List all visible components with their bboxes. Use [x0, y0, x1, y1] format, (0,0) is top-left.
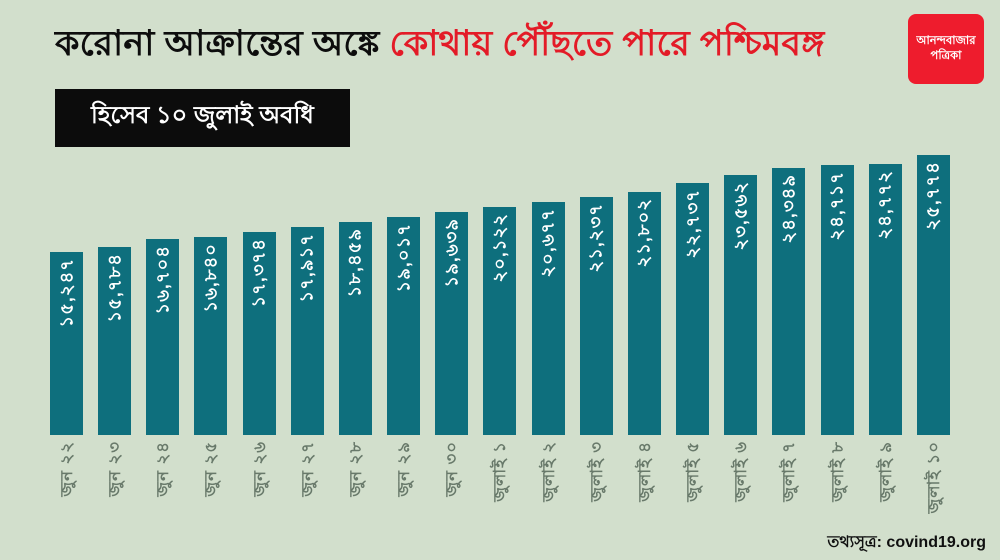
title-black-part: করোনা আক্রান্তের অঙ্কে — [55, 24, 390, 63]
x-axis-slot: জুলাই ৬ — [724, 441, 757, 502]
x-axis-slot: জুলাই ৮ — [821, 441, 854, 502]
bar: ২৪,৭১৭ — [820, 165, 854, 435]
bar-value-label: ২০,৬৭৭ — [537, 208, 558, 278]
bar: ১৫,৭৮৪ — [98, 247, 132, 435]
bar: ১৯,০১৭ — [387, 217, 421, 435]
x-axis-label: জুন ২৩ — [106, 441, 125, 497]
bar-value-label: ১৫,২৪৭ — [56, 258, 76, 328]
bar: ১৭,৯১৭ — [290, 227, 324, 435]
bar-value-label: ২১,২৩৭ — [585, 203, 606, 273]
bar: ১৯,৬৩৯ — [435, 212, 469, 435]
title-red-part: কোথায় পৌঁছতে পারে পশ্চিমবঙ্গ — [389, 24, 825, 63]
bar: ২১,৮০২ — [627, 192, 661, 435]
x-axis-slot: জুন ৩০ — [435, 441, 468, 497]
bar-value-label: ২৪,৩৪৯ — [778, 174, 799, 244]
bar-value-label: ২০,১২২ — [489, 213, 510, 283]
x-axis-slot: জুলাই ৯ — [869, 441, 902, 502]
x-axis-label: জুন ২৯ — [395, 441, 414, 497]
bar-value-label: ২২,৭৩৭ — [682, 189, 703, 259]
bar-value-label: ১৭,৯১৭ — [296, 233, 317, 303]
x-axis-slot: জুলাই ১ — [483, 441, 516, 502]
x-axis-label: জুলাই ২ — [539, 441, 558, 502]
x-axis-slot: জুলাই ৫ — [676, 441, 709, 502]
page-title: করোনা আক্রান্তের অঙ্কে কোথায় পৌঁছতে পার… — [0, 0, 1000, 75]
bar: ১৮,৪৫৯ — [338, 222, 372, 435]
bar-value-label: ১৯,৬৩৯ — [441, 218, 462, 288]
bar-chart: ১৫,২৪৭ ১৫,৭৮৪ ১৬,৭০৪ ১৬,৮৪০ ১৭,৩৭৪ ১৭,৯১৭ ১৮,৪… — [50, 152, 950, 435]
bar-value-label: ২৪,৭৭২ — [874, 170, 895, 240]
x-axis-label: জুলাই ৩ — [587, 441, 606, 502]
bar-value-label: ১৫,৭৮৪ — [104, 253, 125, 323]
x-axis-slot: জুলাই ৭ — [772, 441, 805, 502]
x-axis-slot: জুলাই ৪ — [628, 441, 661, 502]
bar: ২৪,৭৭২ — [868, 164, 902, 435]
x-axis-label: জুন ২৮ — [346, 441, 365, 497]
x-axis-slot: জুন ২২ — [50, 441, 83, 497]
x-axis-slot: জুন ২৬ — [243, 441, 276, 497]
bar: ২০,৬৭৭ — [531, 202, 565, 435]
source-text: তথ্যসূত্র: covind19.org — [827, 534, 986, 551]
x-axis-label: জুলাই ৮ — [828, 441, 847, 502]
bar-value-label: ১৭,৩৭৪ — [248, 238, 269, 308]
bar: ২১,২৩৭ — [579, 197, 613, 435]
x-axis-label: জুলাই ৭ — [780, 441, 799, 502]
x-axis-label: জুলাই ৫ — [684, 441, 703, 502]
x-axis-label: জুন ২৭ — [298, 441, 317, 497]
bar-value-label: ১৬,৭০৪ — [152, 245, 173, 315]
bar: ২৫,৭৭৪ — [916, 155, 950, 435]
bar-value-label: ১৮,৪৫৯ — [344, 228, 365, 298]
x-axis-slot: জুন ২৭ — [291, 441, 324, 497]
x-axis-slot: জুন ২৯ — [387, 441, 420, 497]
x-axis-label: জুন ২৬ — [250, 441, 269, 497]
x-axis-label: জুলাই ১ — [491, 441, 510, 502]
x-axis-slot: জুন ২৩ — [98, 441, 131, 497]
bar-value-label: ২৩,৫৬২ — [730, 181, 751, 251]
x-axis-label: জুলাই ১০ — [924, 441, 943, 514]
x-axis-label: জুন ২৪ — [154, 441, 173, 497]
x-axis-label: জুন ২৫ — [202, 441, 221, 497]
bar: ২৪,৩৪৯ — [772, 168, 806, 435]
logo-text-line1: আনন্দবাজার — [916, 35, 976, 48]
bar: ২৩,৫৬২ — [724, 175, 758, 435]
brand-logo: আনন্দবাজার পত্রিকা — [908, 14, 984, 84]
bar-value-label: ২৫,৭৭৪ — [922, 161, 943, 231]
x-axis: জুন ২২ জুন ২৩ জুন ২৪ জুন ২৫ জুন ২৬ জুন ২৭ জুন … — [50, 441, 950, 546]
bar: ১৭,৩৭৪ — [242, 232, 276, 435]
bar: ১৫,২৪৭ — [50, 252, 83, 435]
x-axis-slot: জুলাই ১০ — [917, 441, 950, 513]
x-axis-slot: জুলাই ২ — [532, 441, 565, 502]
x-axis-label: জুলাই ৬ — [732, 441, 751, 502]
x-axis-label: জুন ৩০ — [443, 441, 462, 497]
bar-value-label: ১৬,৮৪০ — [200, 243, 221, 313]
bar-value-label: ২১,৮০২ — [633, 198, 654, 268]
bar-value-label: ১৯,০১৭ — [393, 223, 414, 293]
bar: ২২,৭৩৭ — [676, 183, 710, 435]
subtitle-badge: হিসেব ১০ জুলাই অবধি — [55, 89, 350, 147]
x-axis-slot: জুন ২৫ — [194, 441, 227, 497]
x-axis-label: জুলাই ৯ — [876, 441, 895, 502]
bar-value-label: ২৪,৭১৭ — [826, 171, 847, 241]
bar: ২০,১২২ — [483, 207, 517, 435]
x-axis-slot: জুলাই ৩ — [580, 441, 613, 502]
x-axis-label: জুলাই ৪ — [635, 441, 654, 502]
x-axis-slot: জুন ২৮ — [339, 441, 372, 497]
x-axis-slot: জুন ২৪ — [146, 441, 179, 497]
logo-text-line2: পত্রিকা — [930, 50, 962, 62]
bar: ১৬,৭০৪ — [146, 239, 180, 435]
bar: ১৬,৮৪০ — [194, 237, 228, 435]
x-axis-label: জুন ২২ — [58, 441, 76, 497]
